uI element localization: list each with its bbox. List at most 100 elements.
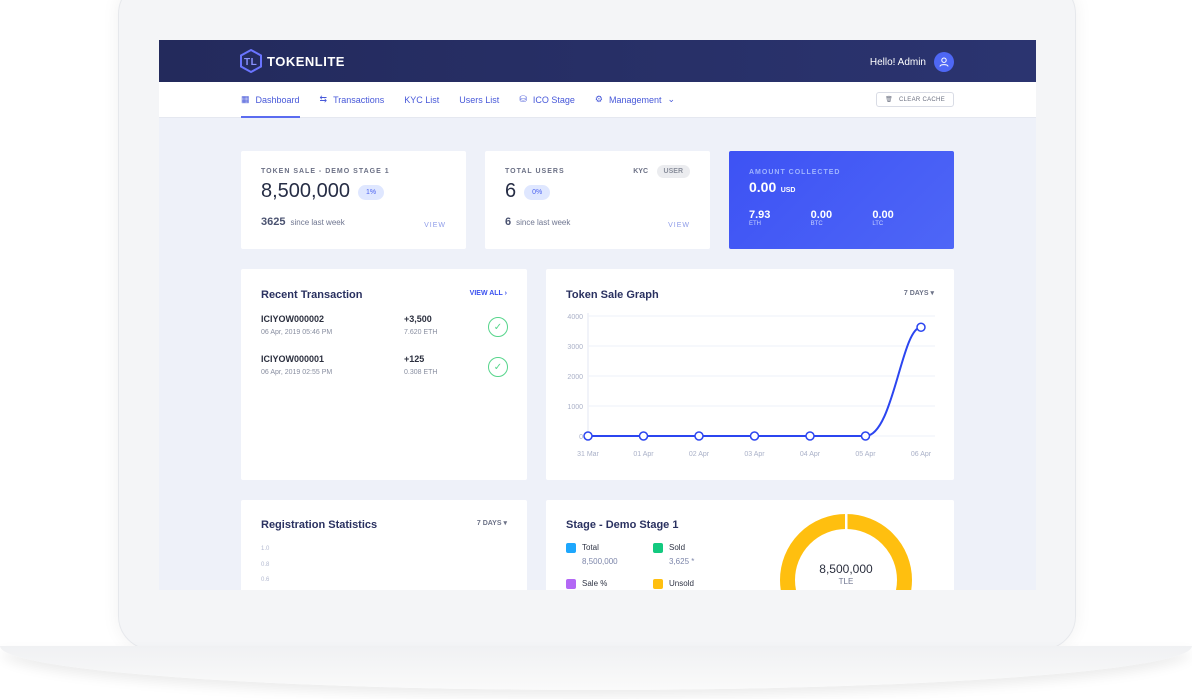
x-tick-label: 02 Apr <box>689 451 710 458</box>
data-point <box>916 322 926 332</box>
stage-donut <box>780 512 912 590</box>
check-circle-icon: ✓ <box>488 357 508 377</box>
legend-sold: Sold 3,625 * <box>653 543 694 566</box>
card-title: Recent Transaction <box>261 289 363 301</box>
since-label: since last week <box>290 218 345 227</box>
dropdown-label: 7 DAYS <box>903 290 929 297</box>
dropdown-label: 7 DAYS <box>476 520 502 527</box>
coins-icon: ⛁ <box>519 94 527 104</box>
logo[interactable]: TL TOKENLITE <box>240 49 345 73</box>
brand-name: TOKENLITE <box>267 53 345 69</box>
svg-text:TL: TL <box>244 57 257 68</box>
amount-collected-card: AMOUNT COLLECTED 0.00 USD 7.93 ETH 0.00 BT… <box>729 151 954 249</box>
x-tick-label: 06 Apr <box>911 451 932 458</box>
nav-kyc-list[interactable]: KYC List <box>404 82 439 118</box>
y-tick: 0.8 <box>261 561 270 568</box>
coin-value: 0.00 <box>872 209 894 221</box>
x-tick-label: 01 Apr <box>633 451 654 458</box>
data-point <box>860 431 871 441</box>
laptop-base <box>0 646 1192 690</box>
card-title: Stage - Demo Stage 1 <box>566 519 679 531</box>
trash-icon: 🗑 <box>885 97 894 103</box>
legend-value: 8,500,000 <box>582 557 618 566</box>
donut-value: 8,500,000 <box>819 562 873 576</box>
nav-ico-stage[interactable]: ⛁ ICO Stage <box>519 82 575 118</box>
kyc-toggle[interactable]: KYC <box>633 168 648 175</box>
view-link[interactable]: VIEW <box>668 222 690 229</box>
legend-swatch <box>653 579 663 589</box>
button-label: CLEAR CACHE <box>899 96 945 103</box>
tx-id: ICIYOW000001 <box>261 354 325 364</box>
legend-label: Unsold <box>669 579 694 589</box>
total-users-card: TOTAL USERS KYC USER 6 0% 6 since last wee… <box>485 151 710 249</box>
y-tick-label: 0 <box>579 434 583 441</box>
greeting: Hello! Admin <box>869 56 926 68</box>
y-tick-label: 2000 <box>567 374 583 381</box>
token-sale-graph-card: Token Sale Graph 7 DAYS ▾ 0 1000 2000 3000 4… <box>546 269 954 480</box>
token-sale-value: 8,500,000 <box>261 180 350 202</box>
since-value: 3625 <box>261 216 286 228</box>
card-label: AMOUNT COLLECTED <box>749 169 841 176</box>
legend-value: 3,625 * <box>669 557 695 566</box>
card-label: TOTAL USERS <box>505 168 565 175</box>
users-value: 6 <box>505 180 517 202</box>
chevron-down-icon: ⌄ <box>667 94 676 104</box>
coin-ltc: 0.00 LTC <box>872 209 934 227</box>
legend-label: Sold <box>669 543 686 553</box>
grid-icon: ▦ <box>241 94 250 104</box>
tx-tokens: +3,500 <box>404 314 432 324</box>
legend-swatch <box>566 579 576 589</box>
clear-cache-button[interactable]: 🗑 CLEAR CACHE <box>876 92 954 107</box>
y-tick: 0.6 <box>261 577 270 583</box>
token-sale-card: TOKEN SALE - DEMO STAGE 1 8,500,000 1% 36… <box>241 151 466 249</box>
nav-transactions[interactable]: ⇆ Transactions <box>320 82 385 118</box>
check-circle-icon: ✓ <box>488 317 508 337</box>
series-line <box>588 326 922 437</box>
range-dropdown[interactable]: 7 DAYS ▾ <box>476 520 507 527</box>
screen: TL TOKENLITE Hello! Admin ▦ Dashboard ⇆ Tr… <box>159 40 1036 590</box>
y-tick: 1.0 <box>261 546 270 552</box>
nav-management[interactable]: ⚙ Management ⌄ <box>595 82 675 118</box>
legend-sale-percent: Sale % <box>566 579 607 589</box>
coin-label: BTC <box>810 221 823 227</box>
nav-dashboard[interactable]: ▦ Dashboard <box>241 82 300 118</box>
x-tick-label: 05 Apr <box>855 451 876 458</box>
coin-label: LTC <box>872 221 884 227</box>
tx-date: 06 Apr, 2019 02:55 PM <box>261 369 333 376</box>
coin-eth: 7.93 ETH <box>749 209 811 227</box>
main-nav: ▦ Dashboard ⇆ Transactions KYC List Users … <box>159 82 1036 118</box>
nav-users-list[interactable]: Users List <box>459 82 499 118</box>
legend-unsold: Unsold <box>653 579 694 589</box>
stage-card: Stage - Demo Stage 1 Total 8,500,000 Sold… <box>546 500 954 590</box>
amount-value: 0.00 <box>749 179 777 195</box>
gear-icon: ⚙ <box>594 94 603 104</box>
topbar: TL TOKENLITE Hello! Admin <box>159 40 1036 82</box>
percent-badge: 0% <box>524 185 551 201</box>
range-dropdown[interactable]: 7 DAYS ▾ <box>903 290 934 297</box>
data-point <box>583 431 593 441</box>
percent-badge: 1% <box>357 185 385 201</box>
y-tick-label: 3000 <box>567 344 583 351</box>
logo-icon: TL <box>240 49 262 73</box>
view-all-link[interactable]: VIEW ALL › <box>469 290 507 297</box>
tx-eth: 7.620 ETH <box>404 329 438 336</box>
tx-eth: 0.308 ETH <box>404 369 438 376</box>
recent-transaction-card: Recent Transaction VIEW ALL › ICIYOW0000… <box>241 269 527 480</box>
since-label: since last week <box>516 218 571 227</box>
registration-statistics-card: Registration Statistics 7 DAYS ▾ 1.0 0.8… <box>241 500 527 590</box>
user-icon[interactable] <box>934 52 954 72</box>
x-tick-label: 03 Apr <box>744 451 765 458</box>
x-tick-label: 04 Apr <box>800 451 821 458</box>
data-point <box>694 431 704 441</box>
card-title: Registration Statistics <box>261 519 378 531</box>
y-tick-label: 4000 <box>567 314 583 321</box>
coin-value: 0.00 <box>810 209 833 221</box>
card-title: Token Sale Graph <box>566 289 659 301</box>
user-toggle[interactable]: USER <box>656 165 690 178</box>
token-sale-chart: 0 1000 2000 3000 4000 31 Mar 01 Apr 02 Apr 03 Ap… <box>567 313 935 458</box>
data-point <box>805 431 815 441</box>
user-menu[interactable]: Hello! Admin <box>870 52 954 72</box>
nav-label: Dashboard <box>255 94 300 105</box>
view-link[interactable]: VIEW <box>424 222 446 229</box>
amount-unit: USD <box>780 187 796 194</box>
